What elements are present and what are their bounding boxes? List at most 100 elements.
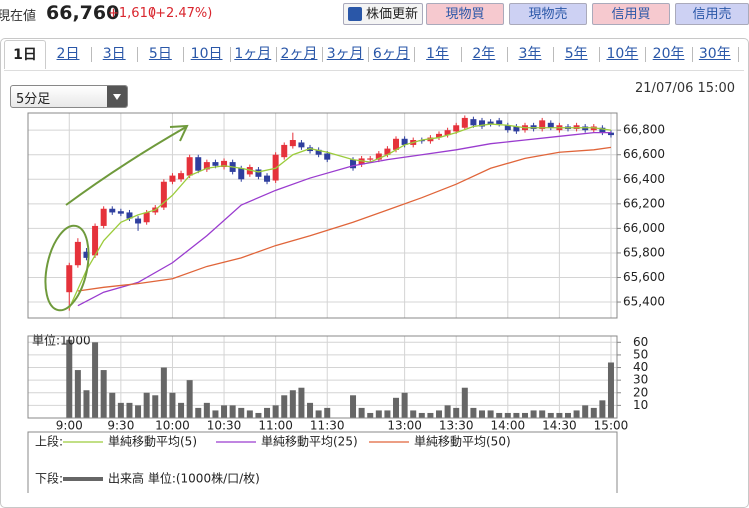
period-tab[interactable]: 1年 <box>426 46 450 62</box>
period-tab[interactable]: 6ヶ月 <box>372 46 410 62</box>
period-tabs: 1日 2日 3日 5日 10日 1ヶ月 2ヶ月 3ヶ月 6ヶ月 1年 2年 3年 5年 10年 20年 30年 <box>4 40 744 71</box>
tab-separator <box>599 47 601 62</box>
y-tick-label: 65,400 <box>623 295 665 309</box>
candle-body <box>203 162 210 170</box>
moving-average-line <box>77 146 612 292</box>
x-tick-label: 9:30 <box>107 419 134 433</box>
candle-body <box>479 120 486 127</box>
action-button[interactable]: 現物売 <box>509 3 587 25</box>
interval-select[interactable] <box>10 85 128 108</box>
volume-bar <box>92 342 99 418</box>
candle-body <box>599 127 606 133</box>
candle-body <box>453 125 460 132</box>
volume-bar <box>135 405 142 418</box>
x-tick-label: 9:00 <box>56 419 83 433</box>
period-tab[interactable]: 3ヶ月 <box>326 46 364 62</box>
period-tab[interactable]: 2ヶ月 <box>280 46 318 62</box>
period-tab[interactable]: 5年 <box>564 46 588 62</box>
button-label: 株価更新 <box>365 7 418 22</box>
volume-bar <box>350 395 357 418</box>
refresh-icon <box>348 7 362 21</box>
volume-bar <box>307 402 314 418</box>
candle-body <box>315 149 322 155</box>
volume-bar <box>530 410 537 418</box>
y-tick-label: 66,600 <box>623 147 665 161</box>
period-tab[interactable]: 2日 <box>56 46 80 62</box>
candle-body <box>367 158 374 160</box>
volume-bar <box>221 405 228 418</box>
period-tab[interactable]: 10日 <box>190 46 223 62</box>
volume-bar <box>453 407 460 418</box>
price-change: +1,610 <box>108 6 157 21</box>
candle-body <box>444 130 451 136</box>
volume-bar <box>358 407 365 418</box>
y-tick-label: 40 <box>633 360 648 374</box>
period-tab[interactable]: 3年 <box>518 46 542 62</box>
volume-bar <box>298 387 305 418</box>
legend-box <box>27 431 618 493</box>
interval-select-text: 5分足 <box>16 92 51 107</box>
period-tab[interactable]: 30年 <box>698 46 731 62</box>
volume-bar <box>229 405 236 418</box>
period-tab[interactable]: 20年 <box>652 46 685 62</box>
button-label: 信用売 <box>692 7 732 22</box>
tab-separator <box>460 47 462 62</box>
legend-label: 出来高 単位:(1000株/口/枚) <box>108 471 260 486</box>
volume-bar <box>203 402 210 418</box>
button-label: 現物買 <box>445 7 485 22</box>
x-tick-label: 14:30 <box>542 419 577 433</box>
volume-bar <box>160 367 167 418</box>
candle-body <box>487 121 494 125</box>
x-tick-label: 11:30 <box>310 419 345 433</box>
action-button[interactable]: 現物買 <box>426 3 504 25</box>
select-arrow[interactable] <box>107 86 127 107</box>
plot-border <box>27 335 618 419</box>
volume-bar <box>590 407 597 418</box>
tab-separator <box>691 47 693 62</box>
y-tick-label: 60 <box>633 335 648 349</box>
volume-bar <box>547 412 554 418</box>
volume-bar <box>384 410 391 418</box>
volume-bar <box>272 405 279 418</box>
volume-bar <box>496 412 503 418</box>
y-tick-label: 20 <box>633 385 648 399</box>
volume-bar <box>375 410 382 418</box>
volume-bar <box>418 412 425 418</box>
period-tab[interactable]: 1日 <box>4 40 46 69</box>
candle-body <box>607 132 614 136</box>
volume-bar <box>152 395 159 418</box>
volume-bar <box>186 380 193 418</box>
volume-bar <box>564 412 571 418</box>
arrow-icon <box>113 94 121 100</box>
period-tab[interactable]: 2年 <box>472 46 496 62</box>
volume-bar <box>238 407 245 418</box>
action-button[interactable]: 信用売 <box>675 3 749 25</box>
legend-group-label: 上段: <box>35 434 63 449</box>
period-tab[interactable]: 5日 <box>148 46 172 62</box>
volume-bar <box>74 370 81 418</box>
volume-bar <box>66 339 73 418</box>
period-tab[interactable]: 3日 <box>102 46 126 62</box>
unit-label: 単位:1000 <box>32 333 91 348</box>
volume-bar <box>195 407 202 418</box>
tab-separator <box>91 47 92 62</box>
period-tab[interactable]: 10年 <box>606 46 639 62</box>
volume-bar <box>178 402 185 418</box>
candle-body <box>100 208 107 226</box>
tab-separator <box>137 47 139 62</box>
volume-bar <box>83 390 90 418</box>
x-tick-label: 10:00 <box>155 419 190 433</box>
candle-body <box>289 140 296 147</box>
period-tab[interactable]: 1ヶ月 <box>234 46 272 62</box>
action-button[interactable]: 株価更新 <box>343 3 423 25</box>
volume-bar <box>479 410 486 418</box>
price-label: 現在値 <box>0 9 37 24</box>
candle-body <box>83 251 90 258</box>
volume-bar <box>169 392 176 418</box>
candle-body <box>255 169 262 177</box>
candle-body <box>66 265 73 293</box>
candle-body <box>539 120 546 129</box>
plot-border <box>27 112 618 319</box>
candle-body <box>126 212 133 219</box>
action-button[interactable]: 信用買 <box>592 3 670 25</box>
